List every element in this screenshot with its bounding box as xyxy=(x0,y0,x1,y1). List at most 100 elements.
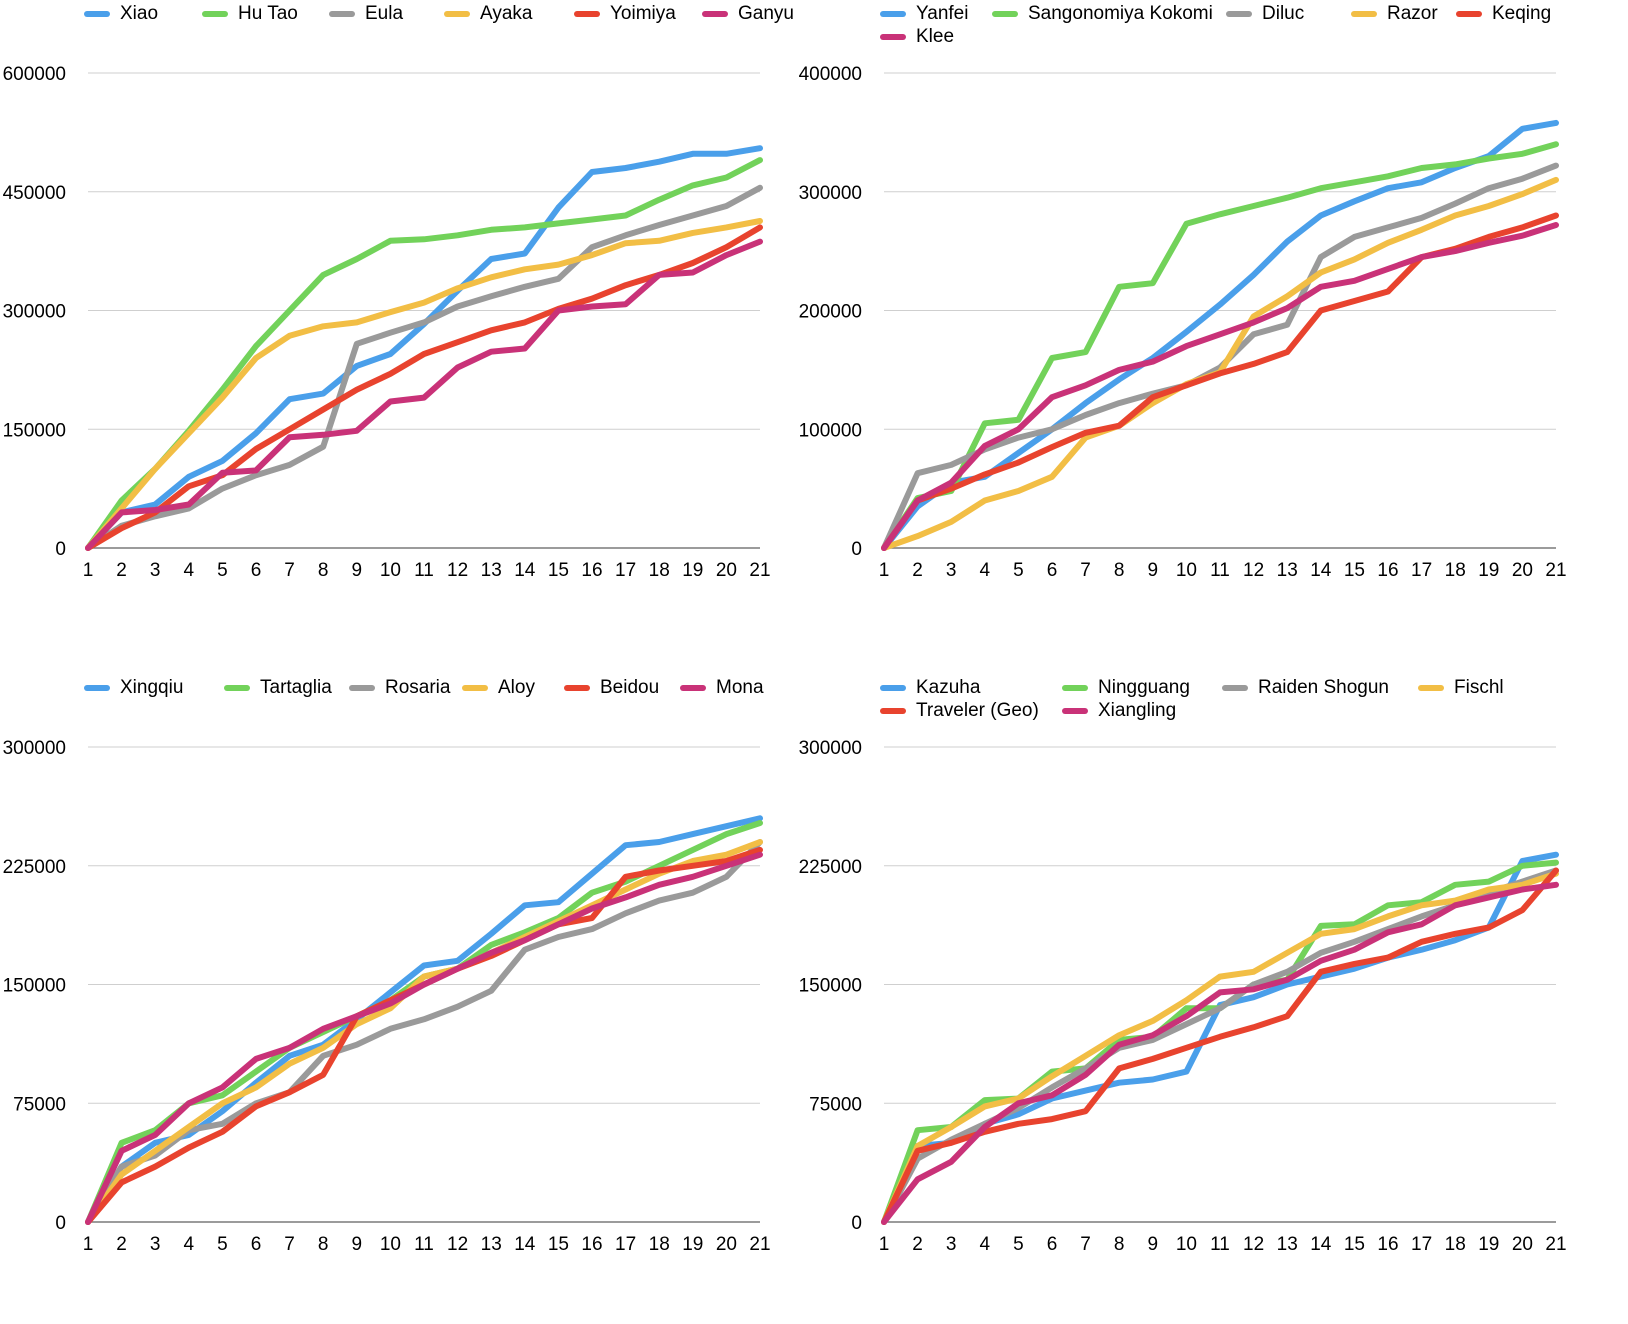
legend-swatch xyxy=(329,11,355,17)
x-tick-label: 21 xyxy=(1545,1234,1566,1255)
x-tick-label: 1 xyxy=(879,1234,890,1255)
x-tick-label: 15 xyxy=(1344,1234,1365,1255)
x-tick-label: 7 xyxy=(284,560,295,581)
x-tick-label: 2 xyxy=(116,1234,127,1255)
x-tick-label: 17 xyxy=(1411,1234,1432,1255)
x-tick-label: 15 xyxy=(548,1234,569,1255)
y-tick-label: 150000 xyxy=(3,420,66,441)
y-tick-label: 0 xyxy=(851,539,862,560)
x-tick-label: 4 xyxy=(184,560,195,581)
x-tick-label: 17 xyxy=(615,560,636,581)
x-tick-label: 18 xyxy=(649,560,670,581)
legend-label: Fischl xyxy=(1454,677,1504,698)
x-tick-label: 11 xyxy=(414,560,434,581)
x-tick-label: 10 xyxy=(380,1234,401,1255)
y-tick-label: 150000 xyxy=(799,976,862,997)
x-tick-label: 7 xyxy=(1080,1234,1091,1255)
legend-swatch xyxy=(574,11,600,17)
x-tick-label: 1 xyxy=(83,1234,94,1255)
series-line-mona xyxy=(85,851,763,1225)
legend-label: Mona xyxy=(716,677,764,698)
series-line-raiden-shogun xyxy=(881,867,1559,1225)
legend-label: Razor xyxy=(1387,3,1438,24)
legend-swatch xyxy=(680,685,706,691)
series-line-aloy xyxy=(85,839,763,1225)
y-tick-label: 225000 xyxy=(3,857,66,878)
x-tick-label: 9 xyxy=(1148,1234,1159,1255)
y-tick-label: 0 xyxy=(55,1213,66,1234)
legend-label: Rosaria xyxy=(385,677,451,698)
x-tick-label: 5 xyxy=(217,560,228,581)
x-tick-label: 11 xyxy=(414,1234,434,1255)
y-tick-label: 100000 xyxy=(799,420,862,441)
x-tick-label: 17 xyxy=(615,1234,636,1255)
x-tick-label: 20 xyxy=(716,560,737,581)
x-tick-label: 4 xyxy=(184,1234,195,1255)
x-tick-label: 12 xyxy=(447,560,468,581)
legend-swatch xyxy=(1062,708,1088,714)
series-line-beidou xyxy=(85,846,763,1225)
x-tick-label: 14 xyxy=(1310,1234,1332,1255)
x-tick-label: 18 xyxy=(1445,560,1466,581)
series-line-ayaka xyxy=(85,218,763,551)
x-tick-label: 15 xyxy=(548,560,569,581)
x-tick-label: 16 xyxy=(1377,560,1398,581)
legend-swatch xyxy=(1456,11,1482,17)
x-tick-label: 19 xyxy=(682,1234,703,1255)
y-tick-label: 75000 xyxy=(13,1094,66,1115)
x-tick-label: 10 xyxy=(1176,1234,1197,1255)
x-tick-label: 13 xyxy=(1277,1234,1298,1255)
x-tick-label: 8 xyxy=(1114,1234,1125,1255)
legend-label: Aloy xyxy=(498,677,535,698)
legend-label: Sangonomiya Kokomi xyxy=(1028,3,1213,24)
legend-swatch xyxy=(462,685,488,691)
legend-swatch xyxy=(84,11,110,17)
x-tick-label: 8 xyxy=(318,560,329,581)
series-line-yoimiya xyxy=(85,224,763,551)
x-tick-label: 3 xyxy=(946,1234,957,1255)
x-tick-label: 9 xyxy=(352,1234,363,1255)
legend-swatch xyxy=(1226,11,1252,17)
x-tick-label: 6 xyxy=(1047,560,1058,581)
y-tick-label: 450000 xyxy=(3,183,66,204)
x-tick-label: 14 xyxy=(1310,560,1332,581)
x-tick-label: 2 xyxy=(912,560,923,581)
legend-swatch xyxy=(202,11,228,17)
x-tick-label: 19 xyxy=(1478,560,1499,581)
x-tick-label: 1 xyxy=(83,560,94,581)
chart-panel-top-right: 0 100000 200000 300000 400000 1 2 3 4 5 6 7 8 9 10 11 12… xyxy=(796,0,1610,650)
x-tick-label: 18 xyxy=(1445,1234,1466,1255)
legend-swatch xyxy=(1222,685,1248,691)
y-tick-label: 0 xyxy=(55,539,66,560)
y-tick-label: 75000 xyxy=(809,1094,862,1115)
x-tick-label: 6 xyxy=(251,560,262,581)
legend-label: Beidou xyxy=(600,677,660,698)
legend-label: Xingqiu xyxy=(120,677,184,698)
x-tick-label: 18 xyxy=(649,1234,670,1255)
legend-label: Eula xyxy=(365,3,404,24)
x-tick-label: 10 xyxy=(1176,560,1197,581)
series-line-sangonomiya-kokomi xyxy=(881,141,1559,551)
legend-label: Traveler (Geo) xyxy=(916,700,1039,721)
x-tick-label: 3 xyxy=(946,560,957,581)
legend-label: Keqing xyxy=(1492,3,1552,24)
legend-label: Kazuha xyxy=(916,677,981,698)
legend-swatch xyxy=(880,11,906,17)
series-line-fischl xyxy=(881,870,1559,1225)
x-tick-label: 20 xyxy=(716,1234,737,1255)
legend-swatch xyxy=(349,685,375,691)
x-tick-label: 8 xyxy=(1114,560,1125,581)
legend-swatch xyxy=(702,11,728,17)
legend-label: Klee xyxy=(916,26,955,47)
x-tick-label: 21 xyxy=(1545,560,1566,581)
legend-swatch xyxy=(84,685,110,691)
x-tick-label: 16 xyxy=(1377,1234,1398,1255)
x-tick-label: 20 xyxy=(1512,1234,1533,1255)
y-tick-label: 225000 xyxy=(799,857,862,878)
chart-panel-bottom-right: 0 75000 150000 225000 300000 1 2 3 4 5 6 7 8 9 10 11 12 1… xyxy=(796,674,1610,1324)
y-tick-label: 400000 xyxy=(799,64,862,85)
chart-panel-top-left: 0 150000 300000 450000 600000 1 2 3 4 5 6 7 8 9 10 11 12… xyxy=(0,0,814,650)
